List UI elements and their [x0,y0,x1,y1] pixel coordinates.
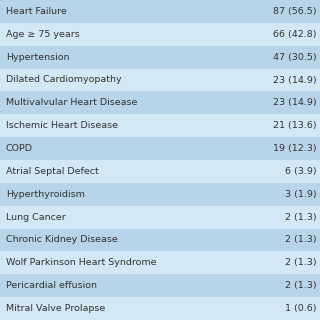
Text: 23 (14.9): 23 (14.9) [273,98,317,107]
Text: Lung Cancer: Lung Cancer [6,213,66,222]
Text: Heart Failure: Heart Failure [6,7,67,16]
Text: 3 (1.9): 3 (1.9) [285,190,317,199]
Bar [0,23,320,46]
Text: 1 (0.6): 1 (0.6) [285,304,317,313]
Bar [0,297,320,320]
Bar [0,274,320,297]
Text: 87 (56.5): 87 (56.5) [273,7,317,16]
Text: 6 (3.9): 6 (3.9) [285,167,317,176]
Bar [0,252,320,274]
Text: 2 (1.3): 2 (1.3) [285,236,317,244]
Bar [0,206,320,228]
Text: 66 (42.8): 66 (42.8) [273,30,317,39]
Bar [0,137,320,160]
Text: Hypertension: Hypertension [6,53,69,62]
Bar [0,114,320,137]
Text: 23 (14.9): 23 (14.9) [273,76,317,84]
Text: Wolf Parkinson Heart Syndrome: Wolf Parkinson Heart Syndrome [6,258,156,267]
Bar [0,92,320,114]
Text: Age ≥ 75 years: Age ≥ 75 years [6,30,79,39]
Bar [0,46,320,68]
Bar [0,68,320,92]
Text: Ischemic Heart Disease: Ischemic Heart Disease [6,121,118,130]
Bar [0,0,320,23]
Text: Hyperthyroidism: Hyperthyroidism [6,190,84,199]
Text: Multivalvular Heart Disease: Multivalvular Heart Disease [6,98,137,107]
Text: COPD: COPD [6,144,33,153]
Text: 2 (1.3): 2 (1.3) [285,258,317,267]
Text: 21 (13.6): 21 (13.6) [273,121,317,130]
Text: Pericardial effusion: Pericardial effusion [6,281,97,290]
Text: 2 (1.3): 2 (1.3) [285,213,317,222]
Text: 19 (12.3): 19 (12.3) [273,144,317,153]
Text: Chronic Kidney Disease: Chronic Kidney Disease [6,236,117,244]
Text: Mitral Valve Prolapse: Mitral Valve Prolapse [6,304,105,313]
Bar [0,160,320,183]
Bar [0,228,320,252]
Text: 47 (30.5): 47 (30.5) [273,53,317,62]
Text: 2 (1.3): 2 (1.3) [285,281,317,290]
Text: Atrial Septal Defect: Atrial Septal Defect [6,167,99,176]
Bar [0,183,320,206]
Text: Dilated Cardiomyopathy: Dilated Cardiomyopathy [6,76,121,84]
